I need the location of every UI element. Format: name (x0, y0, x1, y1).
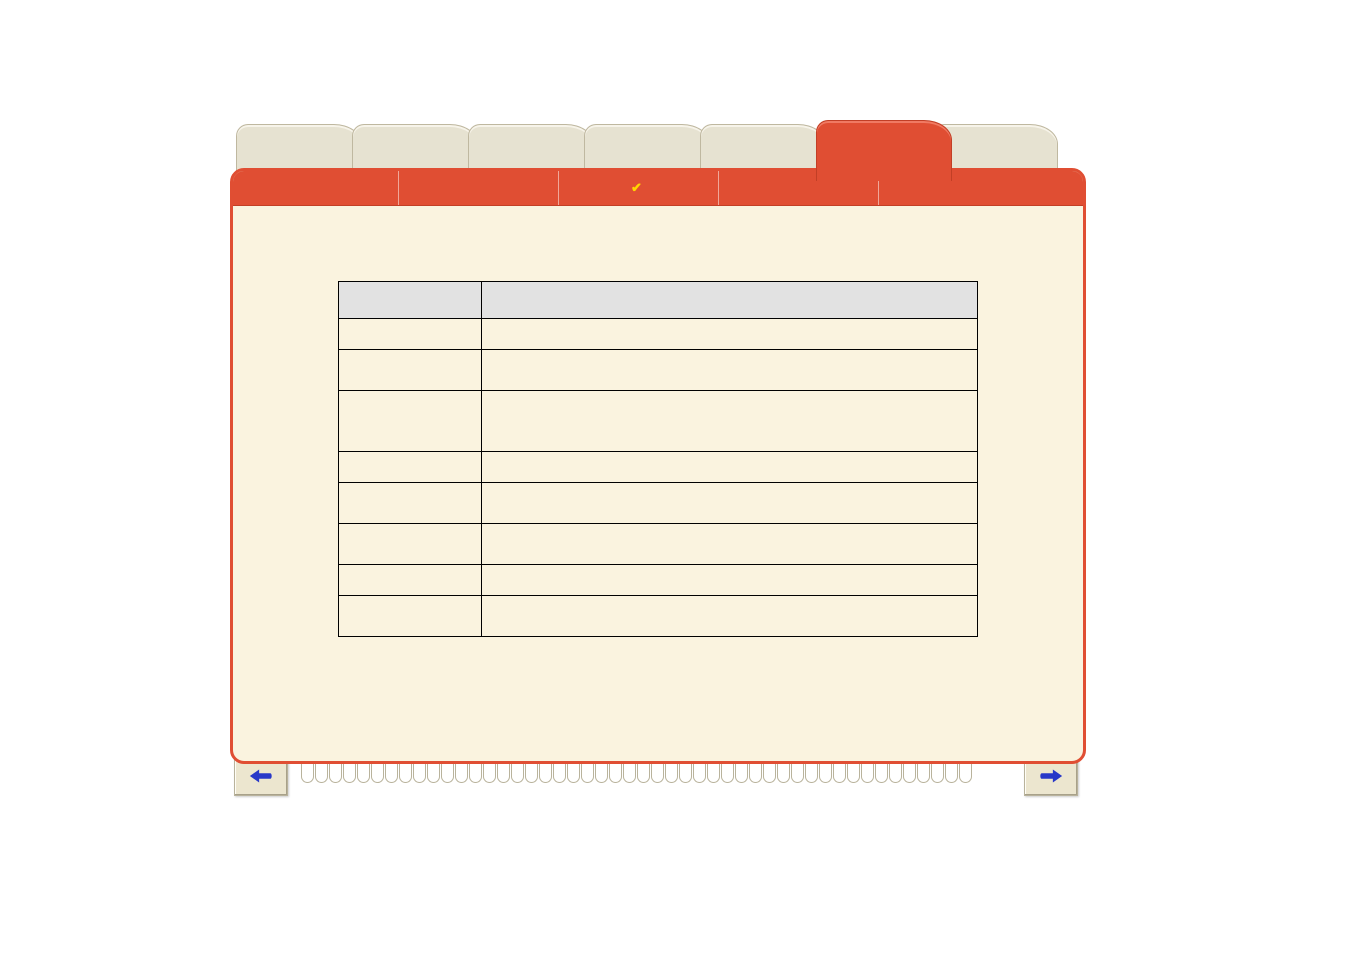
app-stage: ✔ (0, 0, 1351, 954)
table-cell-desc (482, 391, 978, 452)
table-cell-code (339, 565, 482, 596)
folder-tab[interactable] (700, 124, 826, 173)
table-cell-code (339, 524, 482, 565)
table-cell-desc (482, 596, 978, 637)
folder-tab[interactable] (816, 120, 952, 181)
table-row (339, 319, 978, 350)
table-cell-desc (482, 565, 978, 596)
folder-tabs (236, 120, 1076, 172)
table-cell-desc (482, 452, 978, 483)
menu-item[interactable]: ✔ (559, 171, 719, 205)
table-row (339, 350, 978, 391)
table-header-col1 (339, 282, 482, 319)
folder-tab[interactable] (352, 124, 478, 173)
folder-tab[interactable] (584, 124, 710, 173)
table-row (339, 452, 978, 483)
menubar: ✔ (233, 171, 1083, 206)
menu-item[interactable] (239, 171, 399, 205)
table-row (339, 483, 978, 524)
hand-left-icon (246, 763, 276, 789)
table-header-row (339, 282, 978, 319)
table-header-col2 (482, 282, 978, 319)
menu-item[interactable] (399, 171, 559, 205)
data-table (338, 281, 978, 637)
folder-tab[interactable] (468, 124, 594, 173)
table-cell-code (339, 350, 482, 391)
table-cell-code (339, 483, 482, 524)
folder-tab[interactable] (236, 124, 362, 173)
table-cell-desc (482, 350, 978, 391)
table-row (339, 391, 978, 452)
table-cell-code (339, 319, 482, 350)
table-cell-desc (482, 524, 978, 565)
table-cell-desc (482, 483, 978, 524)
table-row (339, 565, 978, 596)
hand-right-icon (1036, 763, 1066, 789)
table-row (339, 596, 978, 637)
check-icon: ✔ (631, 180, 642, 195)
table-cell-code (339, 391, 482, 452)
table-cell-code (339, 452, 482, 483)
table-cell-desc (482, 319, 978, 350)
folder-panel: ✔ (230, 168, 1086, 764)
table-cell-code (339, 596, 482, 637)
table-row (339, 524, 978, 565)
